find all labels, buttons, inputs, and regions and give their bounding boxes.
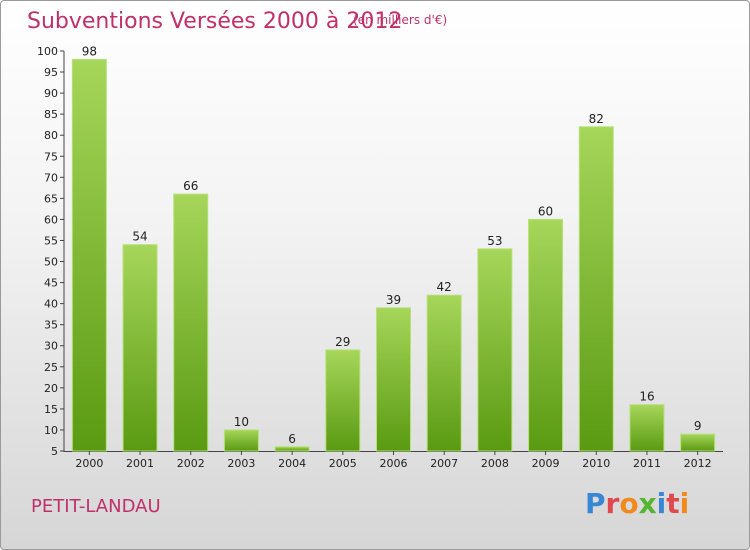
bar-2000 xyxy=(71,58,107,452)
proxiti-logo: Proxiti xyxy=(585,487,690,520)
y-tick-label: 10 xyxy=(44,424,58,437)
chart-title: Subventions Versées 2000 à 2012 xyxy=(27,9,403,34)
data-label-2010: 82 xyxy=(589,112,604,126)
bar-2009 xyxy=(528,218,564,452)
y-tick-label: 40 xyxy=(44,298,58,311)
data-label-2004: 6 xyxy=(288,432,296,446)
bar-2010 xyxy=(578,126,614,452)
data-label-2001: 54 xyxy=(132,230,147,244)
data-label-2008: 53 xyxy=(487,234,502,248)
data-label-2011: 16 xyxy=(639,390,654,404)
y-tick-label: 100 xyxy=(37,45,58,58)
bar-2001 xyxy=(122,244,158,452)
bar-2008 xyxy=(477,248,513,452)
y-tick-label: 80 xyxy=(44,129,58,142)
y-tick-label: 55 xyxy=(44,234,58,247)
bar-2002 xyxy=(173,193,209,452)
chart-subtitle: (en milliers d'€) xyxy=(353,13,448,27)
y-tick-label: 20 xyxy=(44,382,58,395)
data-label-2007: 42 xyxy=(437,280,452,294)
x-tick-label: 2011 xyxy=(633,457,661,470)
data-label-2006: 39 xyxy=(386,293,401,307)
x-tick-label: 2008 xyxy=(481,457,509,470)
y-tick-label: 75 xyxy=(44,150,58,163)
y-tick-label: 85 xyxy=(44,108,58,121)
x-tick-label: 2002 xyxy=(177,457,205,470)
bar-2006 xyxy=(376,307,411,452)
x-tick-label: 2007 xyxy=(430,457,458,470)
y-tick-label: 70 xyxy=(44,171,58,184)
y-tick-label: 95 xyxy=(44,66,58,79)
place-name: PETIT-LANDAU xyxy=(31,496,161,517)
bar-2007 xyxy=(426,294,462,452)
y-tick-label: 45 xyxy=(44,277,58,290)
bar-2012 xyxy=(680,433,716,452)
y-tick-label: 15 xyxy=(44,403,58,416)
x-tick-label: 2001 xyxy=(126,457,154,470)
data-label-2009: 60 xyxy=(538,204,553,218)
bar-2005 xyxy=(325,349,361,452)
data-label-2003: 10 xyxy=(234,415,249,429)
bar-2004 xyxy=(274,446,310,452)
x-tick-label: 2003 xyxy=(227,457,255,470)
x-tick-label: 2005 xyxy=(329,457,357,470)
y-tick-label: 25 xyxy=(44,361,58,374)
y-tick-label: 35 xyxy=(44,319,58,332)
data-label-2012: 9 xyxy=(694,419,702,433)
y-tick-label: 5 xyxy=(51,445,58,458)
data-label-2002: 66 xyxy=(183,179,198,193)
x-tick-label: 2009 xyxy=(532,457,560,470)
y-tick-label: 50 xyxy=(44,256,58,269)
bar-2011 xyxy=(629,404,665,452)
y-tick-label: 90 xyxy=(44,87,58,100)
data-label-2000: 98 xyxy=(82,44,97,58)
bar-2003 xyxy=(223,429,259,452)
x-tick-label: 2012 xyxy=(684,457,712,470)
y-tick-label: 65 xyxy=(44,192,58,205)
x-tick-label: 2006 xyxy=(380,457,408,470)
y-tick-label: 60 xyxy=(44,213,58,226)
data-label-2005: 29 xyxy=(335,335,350,349)
x-tick-label: 2004 xyxy=(278,457,306,470)
x-tick-label: 2010 xyxy=(582,457,610,470)
y-tick-label: 30 xyxy=(44,340,58,353)
x-tick-label: 2000 xyxy=(75,457,103,470)
